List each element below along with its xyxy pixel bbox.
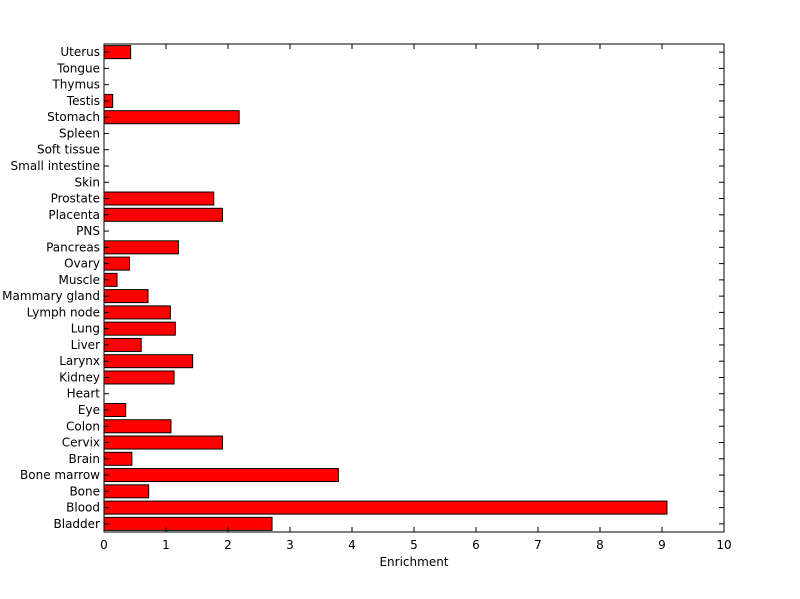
category-label: Eye — [78, 403, 100, 417]
bar-liver — [103, 337, 142, 352]
x-tick-label: 10 — [716, 538, 731, 552]
category-label: Bone marrow — [20, 468, 100, 482]
x-tick-label: 8 — [596, 538, 604, 552]
x-tick-label: 0 — [100, 538, 108, 552]
x-tick-labels: 0 1 2 3 4 5 6 7 8 9 10 — [100, 538, 731, 552]
bar-cervix — [103, 435, 223, 450]
plot-frame — [103, 43, 725, 533]
category-label: Ovary — [64, 257, 100, 271]
bar-colon — [103, 419, 172, 434]
x-tick-label: 6 — [472, 538, 480, 552]
category-label: Lymph node — [27, 305, 100, 319]
category-labels: Bladder Blood Bone Bone marrow Brain Cervix Co… — [2, 45, 100, 531]
bar-stomach — [103, 110, 240, 125]
bar-larynx — [103, 354, 194, 369]
category-label: Cervix — [62, 436, 100, 450]
category-label: Small intestine — [11, 159, 100, 173]
category-label: Blood — [66, 501, 100, 515]
category-label: Pancreas — [46, 240, 100, 254]
category-label: Bone — [69, 484, 100, 498]
x-tick-label: 1 — [162, 538, 170, 552]
bar-kidney — [103, 370, 175, 385]
category-label: Bladder — [54, 517, 101, 531]
bar-placenta — [103, 207, 223, 222]
bar-pancreas — [103, 240, 179, 255]
bar-bone-marrow — [103, 468, 339, 483]
x-tick-label: 3 — [286, 538, 294, 552]
x-tick-label: 7 — [534, 538, 542, 552]
bar-blood — [103, 500, 668, 515]
category-label: Testis — [66, 94, 100, 108]
category-label: Heart — [67, 387, 101, 401]
x-tick-label: 9 — [658, 538, 666, 552]
category-label: Brain — [69, 452, 100, 466]
bar-lymph-node — [103, 305, 171, 320]
x-tick-label: 2 — [224, 538, 232, 552]
category-label: Colon — [66, 419, 100, 433]
category-label: Tongue — [56, 61, 100, 75]
bar-bone — [103, 484, 150, 499]
bars-layer — [103, 45, 668, 531]
category-label: Larynx — [59, 354, 100, 368]
category-label: Prostate — [51, 192, 100, 206]
bar-prostate — [103, 191, 215, 206]
bar-mammary-gland — [103, 289, 149, 304]
category-label: Mammary gland — [2, 289, 100, 303]
ticks-layer — [103, 44, 725, 532]
x-tick-label: 4 — [348, 538, 356, 552]
x-axis-label: Enrichment — [379, 555, 448, 569]
category-label: Skin — [74, 175, 100, 189]
category-label: Kidney — [59, 370, 100, 384]
category-label: Liver — [71, 338, 101, 352]
category-label: Uterus — [60, 45, 100, 59]
category-label: Thymus — [51, 78, 100, 92]
category-label: Placenta — [48, 208, 100, 222]
category-label: Soft tissue — [37, 143, 100, 157]
bar-bladder — [103, 516, 273, 531]
bar-lung — [103, 321, 176, 336]
category-label: Lung — [71, 322, 100, 336]
category-label: Stomach — [47, 110, 100, 124]
category-label: Spleen — [59, 126, 100, 140]
x-tick-label: 5 — [410, 538, 418, 552]
category-label: Muscle — [58, 273, 100, 287]
category-label: PNS — [76, 224, 100, 238]
